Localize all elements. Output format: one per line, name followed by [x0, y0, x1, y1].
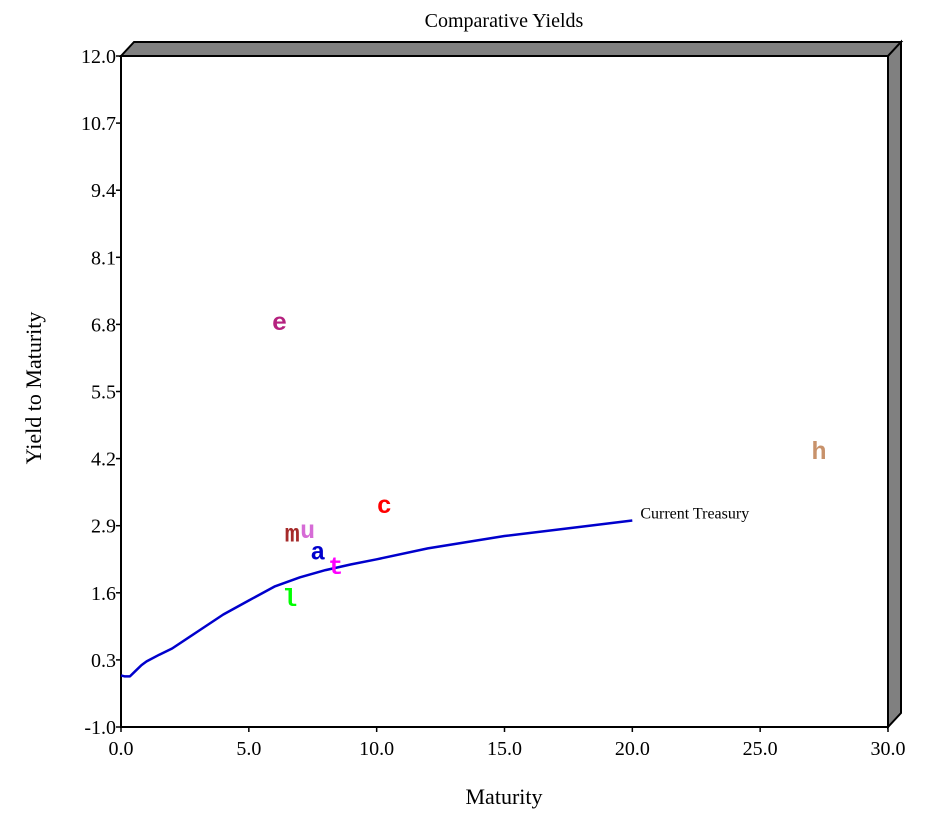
y-tick-label: 4.2 — [91, 449, 116, 471]
scatter-marker-m: m — [285, 520, 300, 549]
y-tick-label: 0.3 — [91, 650, 116, 672]
y-tick-label: 1.6 — [91, 583, 116, 605]
frame-top-face — [118, 41, 904, 57]
plot-area — [120, 55, 889, 728]
y-tick-label: 10.7 — [81, 113, 116, 135]
y-tick-label: 9.4 — [91, 180, 116, 202]
y-tick-label: 8.1 — [91, 247, 116, 269]
series-layer: Current Treasury — [120, 506, 749, 678]
scatter-marker-e: e — [272, 309, 287, 338]
y-tick-label: -1.0 — [84, 717, 116, 739]
x-axis-ticks: 0.0 5.0 10.0 15.0 20.0 25.0 30.0 — [109, 727, 906, 760]
scatter-marker-u: u — [300, 517, 315, 546]
x-tick-label: 5.0 — [236, 738, 261, 760]
y-tick-label: 5.5 — [91, 382, 116, 404]
series-line-current-treasury — [120, 519, 633, 678]
series-label: Current Treasury — [640, 506, 749, 523]
x-tick-label: 30.0 — [871, 738, 906, 760]
x-tick-label: 10.0 — [359, 738, 394, 760]
frame-right-face — [887, 39, 902, 730]
y-tick-label: 12.0 — [81, 46, 116, 68]
y-axis-title: Yield to Maturity — [21, 312, 46, 465]
x-tick-label: 25.0 — [743, 738, 778, 760]
x-tick-label: 15.0 — [487, 738, 522, 760]
chart-title: Comparative Yields — [425, 10, 584, 32]
y-tick-label: 6.8 — [91, 314, 116, 336]
x-axis-title: Maturity — [466, 784, 543, 809]
scatter-marker-h: h — [811, 438, 826, 467]
marker-layer: e h c m ua t l — [272, 309, 826, 614]
y-axis-ticks: -1.0 0.3 1.6 2.9 4.2 5.5 6.8 8.1 9.4 10.7 12.0 — [81, 46, 121, 739]
scatter-marker-t: t — [328, 553, 343, 582]
scatter-marker-c: c — [377, 492, 392, 521]
x-tick-label: 20.0 — [615, 738, 650, 760]
x-tick-label: 0.0 — [109, 738, 134, 760]
y-tick-label: 2.9 — [91, 516, 116, 538]
scatter-marker-l: l — [282, 585, 297, 614]
scatter-marker-a: a — [310, 539, 325, 568]
